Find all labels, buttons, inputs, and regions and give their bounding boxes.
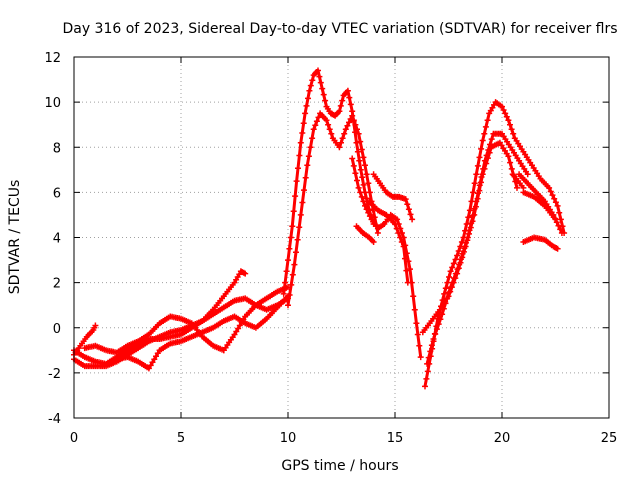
y-axis-title: SDTVAR / TECUs <box>7 180 23 295</box>
series-late-branch-b <box>520 189 559 223</box>
plus-markers <box>520 189 559 223</box>
x-tick-label: 20 <box>494 431 511 446</box>
plus-markers <box>349 155 424 361</box>
series-track-5 <box>113 293 291 372</box>
y-tick-label: 0 <box>53 322 61 337</box>
plus-markers <box>520 234 561 252</box>
y-tick-label: 6 <box>53 186 61 201</box>
series-late-branch-d <box>520 234 561 252</box>
y-tick-labels: -4 -2 0 2 4 6 8 10 12 <box>44 51 61 427</box>
y-tick-label: 4 <box>53 232 61 247</box>
grid <box>74 57 609 418</box>
y-tick-label: -2 <box>48 367 61 382</box>
x-tick-label: 25 <box>601 431 618 446</box>
series-recovery-c <box>419 139 520 336</box>
y-tick-label: 8 <box>53 141 61 156</box>
plus-markers <box>366 198 411 286</box>
x-tick-label: 10 <box>280 431 297 446</box>
plus-markers <box>285 110 381 309</box>
x-axis-title: GPS time / hours <box>281 458 398 474</box>
plus-markers <box>419 139 520 336</box>
y-tick-label: 12 <box>44 51 61 66</box>
x-tick-label: 5 <box>177 431 185 446</box>
series-decline-a <box>349 155 424 361</box>
plus-markers <box>113 293 291 372</box>
x-tick-label: 0 <box>70 431 78 446</box>
plus-markers <box>81 313 227 356</box>
plus-markers <box>509 171 527 191</box>
chart-title: Day 316 of 2023, Sidereal Day-to-day VTE… <box>62 21 617 37</box>
series-stub <box>353 223 377 245</box>
data-marks <box>71 67 568 390</box>
series-track-6 <box>220 284 291 354</box>
x-tick-labels: 0 5 10 15 20 25 <box>70 431 617 446</box>
series-decline-b <box>370 171 416 223</box>
axis-ticks <box>73 56 610 419</box>
x-tick-label: 15 <box>387 431 404 446</box>
series-decline-c <box>366 198 411 286</box>
series-late-branch-c <box>509 171 527 191</box>
plus-markers <box>353 223 377 245</box>
y-tick-label: 2 <box>53 277 61 292</box>
y-tick-label: 10 <box>44 96 61 111</box>
y-tick-label: -4 <box>48 412 61 427</box>
plus-markers <box>220 284 291 354</box>
plus-markers <box>370 171 416 223</box>
series-secondary-rise <box>285 110 381 309</box>
